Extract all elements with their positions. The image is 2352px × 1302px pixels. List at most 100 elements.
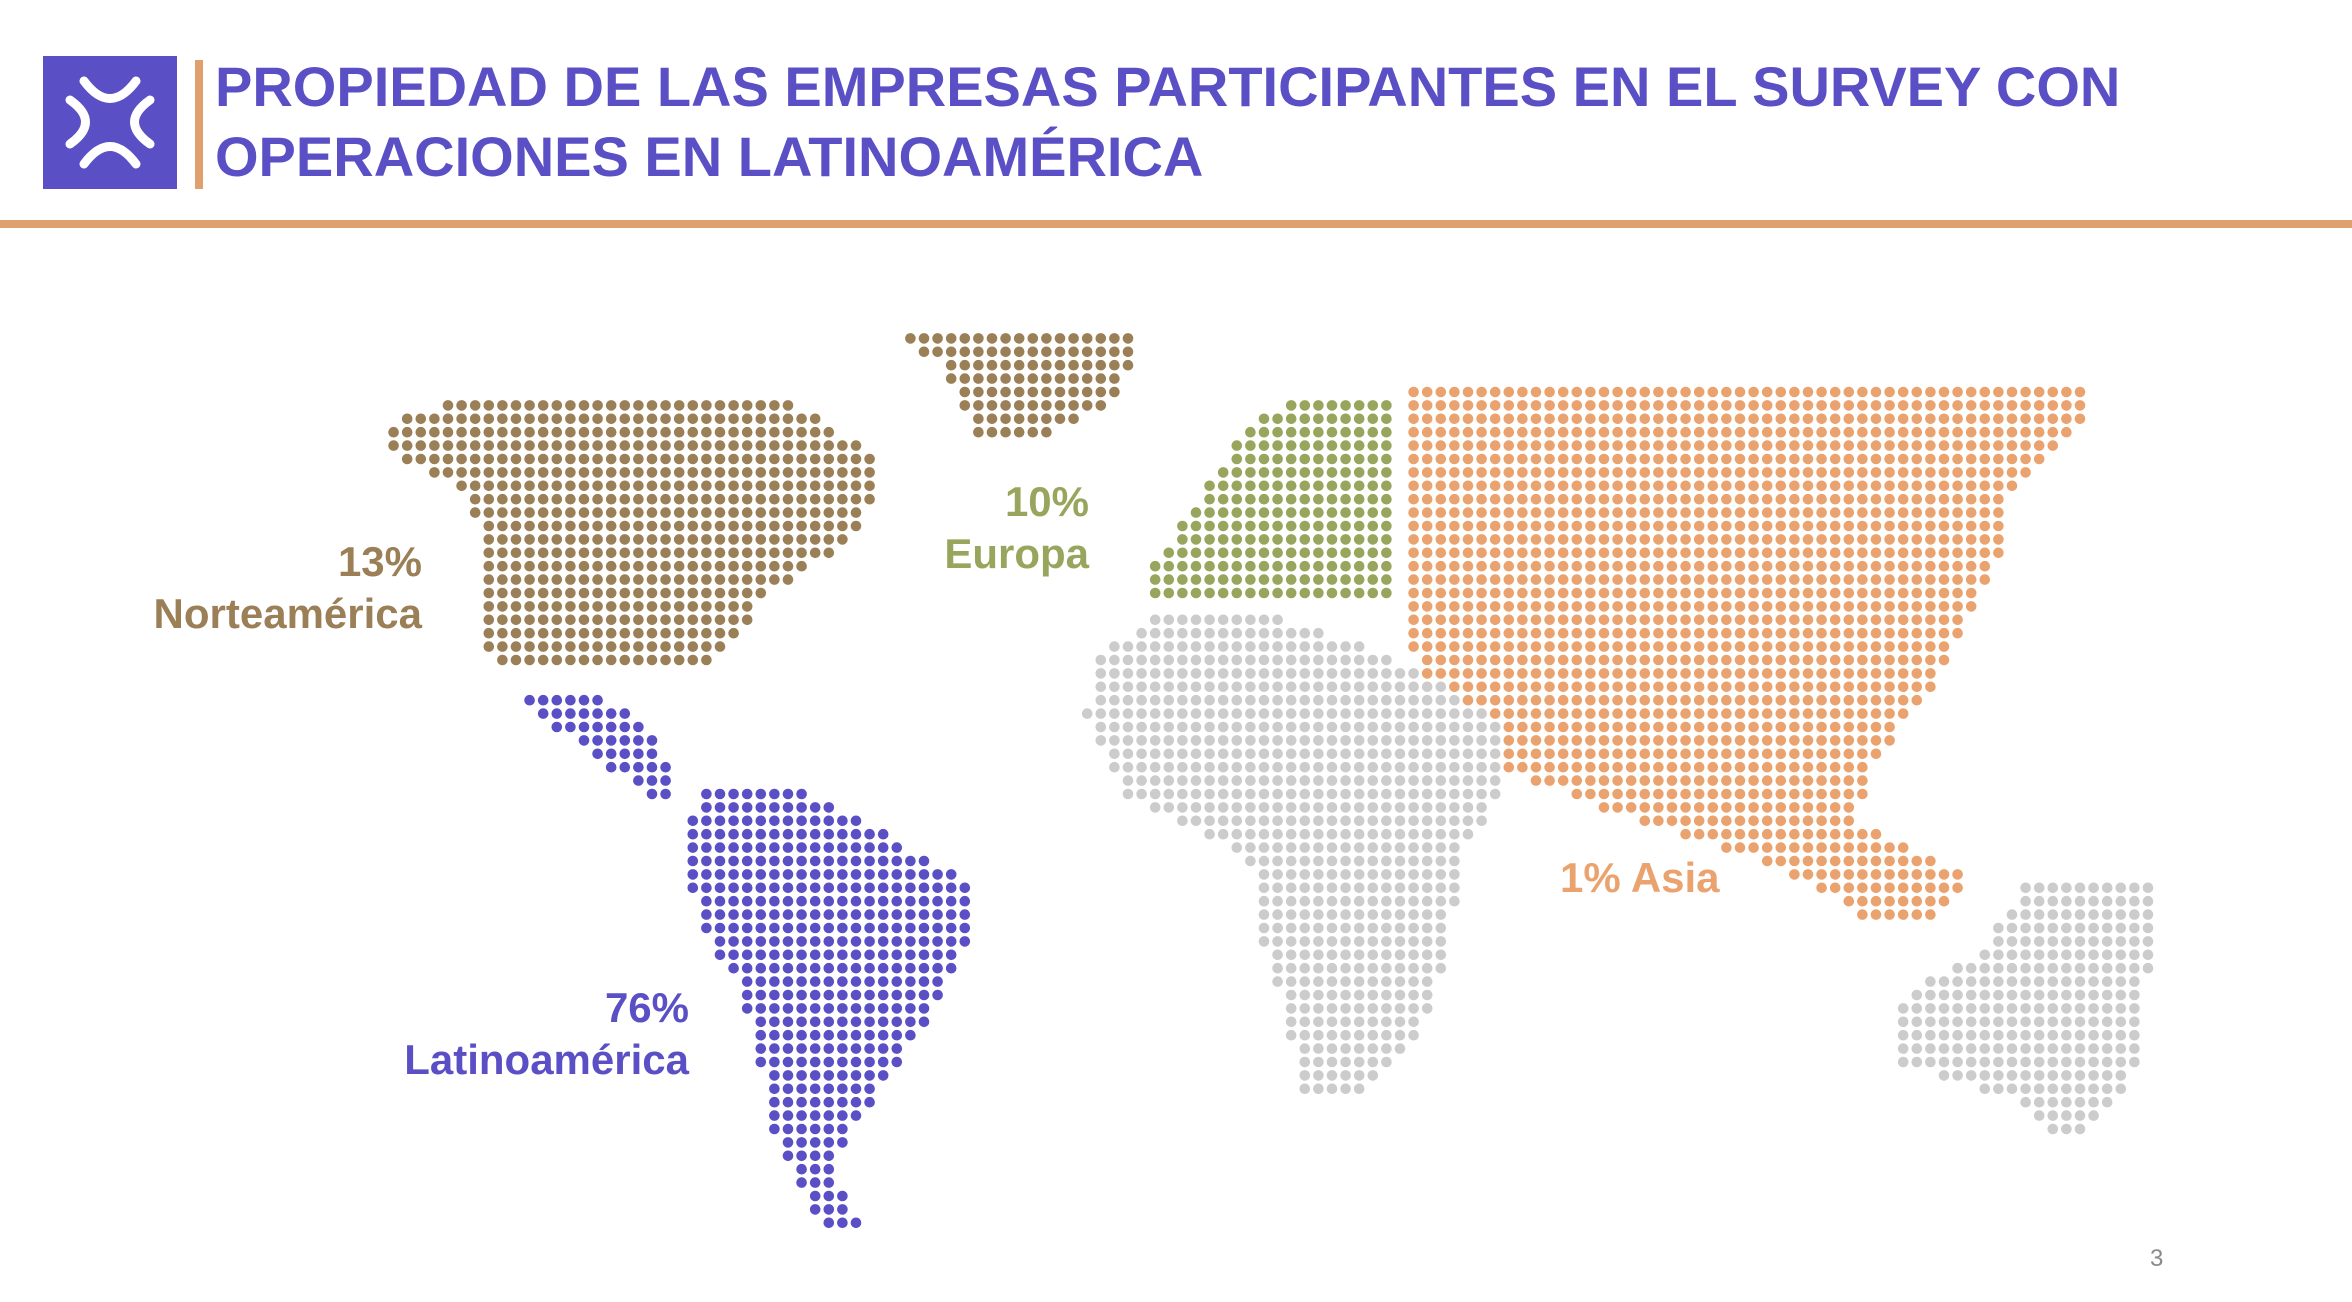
dot-asia [1721,587,1732,599]
dot-southamerica [741,1003,753,1014]
dot-asia [1421,386,1433,398]
dot-southamerica [823,989,835,1001]
dot-asia [1721,708,1732,719]
dot-asia [1680,735,1691,746]
dot-norteamerica [524,587,535,599]
dot-asia [1843,413,1855,425]
dot-africa [1340,694,1351,706]
dot-southamerica [796,1137,807,1148]
dot-africa [1353,1016,1365,1028]
dot-europe [1285,560,1297,572]
dot-asia [1829,842,1841,853]
dot-asia [1462,534,1474,545]
dot-asia [1938,882,1950,894]
dot-asia [1897,520,1909,532]
dot-asia [1544,400,1555,411]
dot-centralamerica [565,708,576,719]
dot-asia [1938,480,1950,492]
dot-australia [2129,976,2140,987]
dot-asia [1557,574,1569,585]
dot-australia [2061,1083,2072,1095]
dot-asia [1802,654,1814,666]
dot-asia [1707,748,1719,760]
dot-africa [1217,775,1229,786]
dot-asia [1557,534,1569,545]
dot-africa [1272,721,1283,733]
dot-asia [1585,627,1596,639]
dot-asia [1925,547,1936,559]
dot-europe [1204,507,1215,518]
dot-africa [1285,989,1297,1001]
dot-africa [1272,788,1283,800]
dot-asia [1870,440,1882,451]
dot-asia [1911,654,1923,666]
dot-australia [2115,882,2127,894]
dot-africa [1258,761,1270,773]
dot-greenland [1000,373,1011,384]
dot-norteamerica [660,614,671,626]
dot-southamerica [823,1123,835,1135]
dot-asia [1802,614,1814,626]
dot-asia [1625,520,1637,532]
dot-africa [1353,895,1365,907]
dot-norteamerica [510,534,522,545]
dot-australia [2020,1056,2031,1068]
dot-africa [1313,922,1324,934]
dot-asia [2020,426,2031,438]
dot-asia [1816,694,1827,706]
dot-australia [2006,1003,2018,1014]
dot-asia [1680,708,1691,719]
dot-africa [1340,989,1351,1001]
dot-australia [2020,1016,2031,1028]
dot-norteamerica [415,453,427,465]
dot-asia [1748,815,1759,827]
dot-australia [2074,1123,2086,1135]
dot-asia [1829,627,1841,639]
dot-norteamerica [578,654,590,666]
dot-europe [1340,400,1351,411]
dot-asia [1408,560,1419,572]
dot-centralamerica [619,761,631,773]
dot-africa [1462,775,1474,786]
dot-africa [1231,761,1243,773]
dot-asia [1965,413,1977,425]
dot-southamerica [809,1204,821,1215]
dot-europe [1326,507,1338,518]
dot-southamerica [864,962,875,974]
dot-asia [1775,842,1787,853]
dot-asia [1639,641,1651,652]
dot-asia [1857,909,1868,920]
dot-norteamerica [469,413,481,425]
dot-norteamerica [537,614,549,626]
dot-africa [1285,761,1297,773]
dot-norteamerica [796,547,807,559]
dot-centralamerica [578,735,590,746]
dot-australia [2101,949,2113,961]
dot-norteamerica [469,507,481,518]
dot-norteamerica [741,507,753,518]
dot-asia [1938,574,1950,585]
dot-africa [1217,735,1229,746]
dot-africa [1326,1003,1338,1014]
dot-australia [2088,1096,2099,1108]
dot-africa [1313,909,1324,920]
dot-africa [1353,668,1365,679]
dot-asia [1476,520,1487,532]
dot-asia [1625,627,1637,639]
dot-asia [1979,507,1991,518]
dot-asia [1530,574,1542,585]
dot-norteamerica [619,413,631,425]
dot-asia [1449,668,1460,679]
dot-africa [1285,788,1297,800]
dot-asia [1489,574,1501,585]
dot-africa [1285,627,1297,639]
dot-asia [1938,386,1950,398]
dot-asia [1816,681,1827,693]
dot-asia [1666,534,1678,545]
dot-norteamerica [578,587,590,599]
dot-africa [1258,802,1270,813]
dot-norteamerica [714,627,726,639]
dot-norteamerica [673,467,685,478]
dot-asia [1462,668,1474,679]
dot-norteamerica [646,641,658,652]
